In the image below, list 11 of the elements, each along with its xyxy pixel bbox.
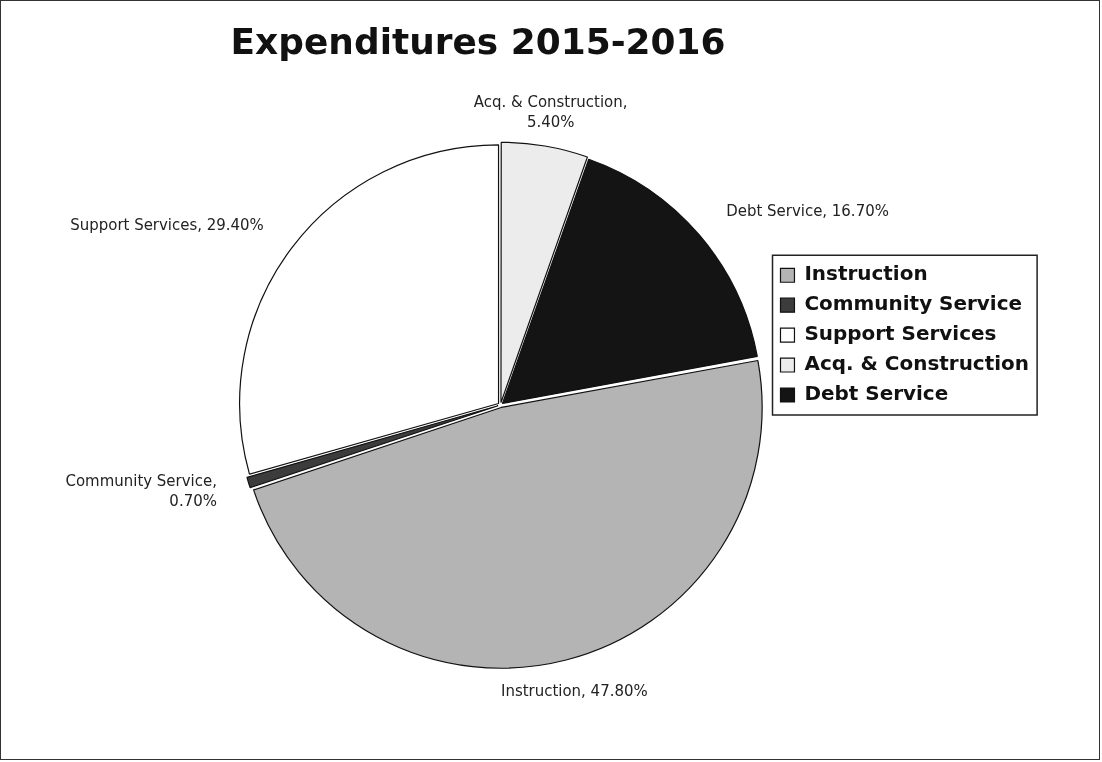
legend-label: Debt Service bbox=[804, 381, 949, 406]
legend-label: Community Service bbox=[804, 291, 1022, 316]
data-label: Debt Service, 16.70% bbox=[726, 202, 889, 221]
data-label: Instruction, 47.80% bbox=[501, 682, 648, 701]
data-label: Support Services, 29.40% bbox=[70, 216, 264, 235]
legend-label: Support Services bbox=[804, 321, 997, 346]
chart-title: Expenditures 2015-2016 bbox=[230, 20, 726, 62]
legend-label: Acq. & Construction bbox=[804, 351, 1029, 376]
data-label: Acq. & Construction, 5.40% bbox=[473, 92, 628, 131]
legend-label: Instruction bbox=[804, 261, 928, 286]
data-label: Community Service, 0.70% bbox=[65, 472, 217, 511]
